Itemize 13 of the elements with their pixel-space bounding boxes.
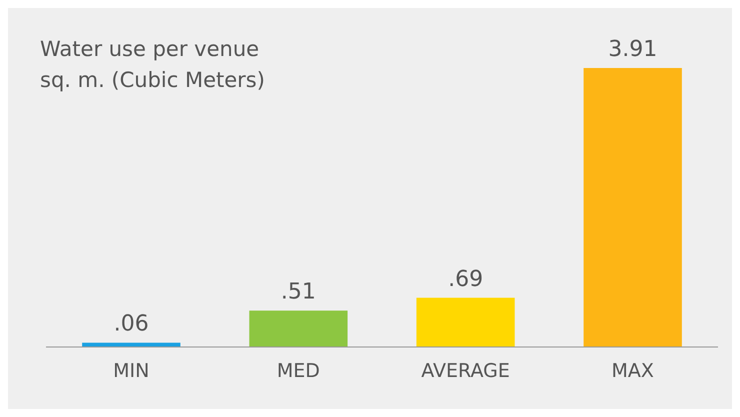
chart-title: Water use per venue sq. m. (Cubic Meters) [40,37,265,92]
x-tick-label: MED [276,360,320,382]
data-label: 3.91 [608,37,658,62]
bar [416,298,515,347]
bar [584,68,682,347]
data-label: .06 [114,312,149,337]
x-tick-label: MIN [113,360,150,382]
data-label: .51 [280,280,316,305]
x-tick-label: AVERAGE [421,360,510,382]
bar [249,310,348,347]
bar [82,342,180,347]
x-tick-label: MAX [612,360,654,382]
data-label: .69 [448,266,484,292]
